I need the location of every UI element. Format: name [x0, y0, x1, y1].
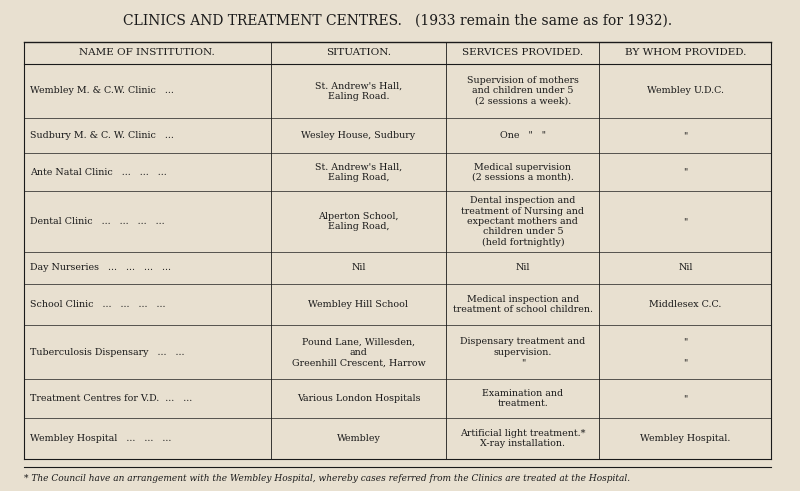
Text: Wembley M. & C.W. Clinic   ...: Wembley M. & C.W. Clinic ...	[30, 86, 174, 95]
Text: CLINICS AND TREATMENT CENTRES.   (1933 remain the same as for 1932).: CLINICS AND TREATMENT CENTRES. (1933 rem…	[123, 14, 672, 28]
Text: Wembley Hospital.: Wembley Hospital.	[640, 434, 730, 443]
Text: Artificial light treatment.*
X-ray installation.: Artificial light treatment.* X-ray insta…	[460, 429, 586, 448]
Text: Dental Clinic   ...   ...   ...   ...: Dental Clinic ... ... ... ...	[30, 217, 165, 226]
Text: Pound Lane, Willesden,
and
Greenhill Crescent, Harrow: Pound Lane, Willesden, and Greenhill Cre…	[291, 337, 426, 367]
Text: St. Andrew's Hall,
Ealing Road,: St. Andrew's Hall, Ealing Road,	[314, 163, 402, 182]
Text: St. Andrew's Hall,
Ealing Road.: St. Andrew's Hall, Ealing Road.	[314, 81, 402, 101]
Text: Nil: Nil	[516, 263, 530, 273]
Text: BY WHOM PROVIDED.: BY WHOM PROVIDED.	[625, 48, 746, 57]
Text: Tuberculosis Dispensary   ...   ...: Tuberculosis Dispensary ... ...	[30, 348, 185, 357]
Text: Wembley U.D.C.: Wembley U.D.C.	[647, 86, 724, 95]
Text: Sudbury M. & C. W. Clinic   ...: Sudbury M. & C. W. Clinic ...	[30, 131, 174, 140]
Text: Examination and
treatment.: Examination and treatment.	[482, 389, 563, 408]
Text: SITUATION.: SITUATION.	[326, 48, 391, 57]
Text: Middlesex C.C.: Middlesex C.C.	[650, 300, 722, 309]
Text: Medical inspection and
treatment of school children.: Medical inspection and treatment of scho…	[453, 295, 593, 314]
Text: Treatment Centres for V.D.  ...   ...: Treatment Centres for V.D. ... ...	[30, 394, 193, 403]
Text: ": "	[683, 131, 687, 140]
Text: Dispensary treatment and
supervision.
": Dispensary treatment and supervision. "	[460, 337, 586, 367]
Text: NAME OF INSTITUTION.: NAME OF INSTITUTION.	[79, 48, 215, 57]
Text: Wembley: Wembley	[337, 434, 380, 443]
Text: Wesley House, Sudbury: Wesley House, Sudbury	[302, 131, 415, 140]
Text: Wembley Hill School: Wembley Hill School	[308, 300, 408, 309]
Text: Nil: Nil	[678, 263, 693, 273]
Text: Ante Natal Clinic   ...   ...   ...: Ante Natal Clinic ... ... ...	[30, 168, 167, 177]
Text: Alperton School,
Ealing Road,: Alperton School, Ealing Road,	[318, 212, 398, 231]
Text: School Clinic   ...   ...   ...   ...: School Clinic ... ... ... ...	[30, 300, 166, 309]
Text: Nil: Nil	[351, 263, 366, 273]
Text: SERVICES PROVIDED.: SERVICES PROVIDED.	[462, 48, 583, 57]
Text: One   "   ": One " "	[500, 131, 546, 140]
Text: Various London Hospitals: Various London Hospitals	[297, 394, 420, 403]
Text: "

": " "	[683, 337, 687, 367]
Text: ": "	[683, 217, 687, 226]
Text: Wembley Hospital   ...   ...   ...: Wembley Hospital ... ... ...	[30, 434, 171, 443]
Text: Day Nurseries   ...   ...   ...   ...: Day Nurseries ... ... ... ...	[30, 263, 171, 273]
Text: Dental inspection and
treatment of Nursing and
expectant mothers and
children un: Dental inspection and treatment of Nursi…	[462, 196, 584, 247]
Text: Supervision of mothers
and children under 5
(2 sessions a week).: Supervision of mothers and children unde…	[467, 76, 578, 106]
Text: * The Council have an arrangement with the Wembley Hospital, whereby cases refer: * The Council have an arrangement with t…	[24, 474, 630, 483]
Text: Medical supervision
(2 sessions a month).: Medical supervision (2 sessions a month)…	[472, 163, 574, 182]
Text: ": "	[683, 168, 687, 177]
Text: ": "	[683, 394, 687, 403]
